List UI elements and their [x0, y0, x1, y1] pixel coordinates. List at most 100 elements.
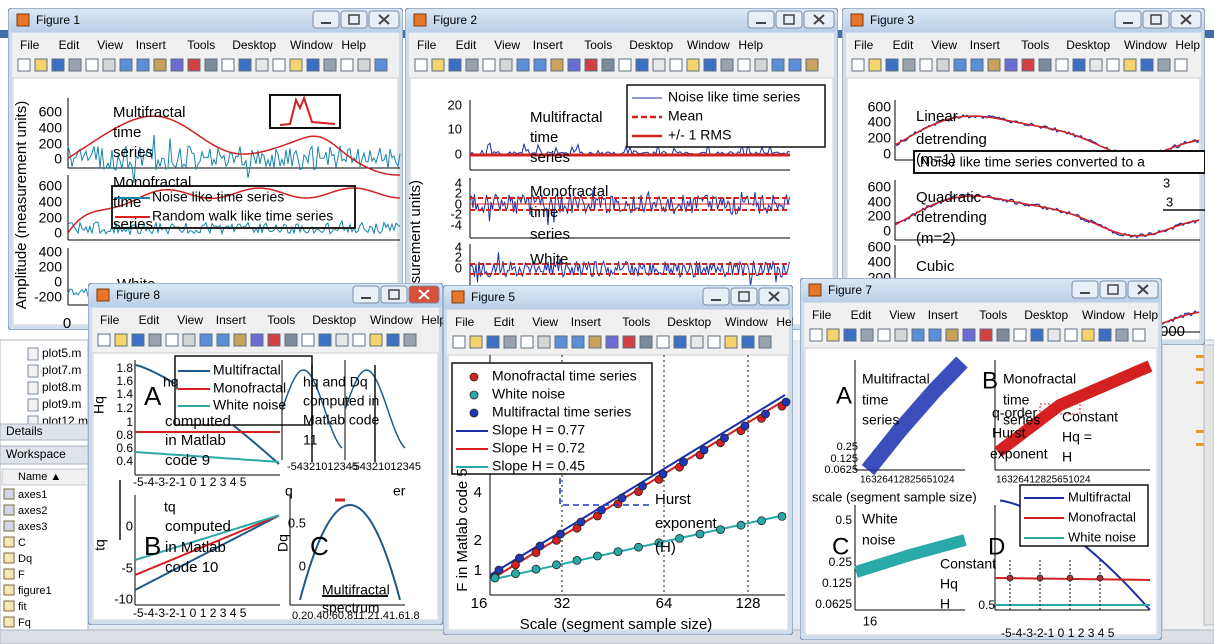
- toolbar-button[interactable]: [877, 328, 891, 342]
- toolbar-button[interactable]: [567, 58, 581, 72]
- file-name[interactable]: plot5.m: [42, 346, 81, 360]
- toolbar-button[interactable]: [1081, 328, 1095, 342]
- file-name[interactable]: plot9.m: [42, 397, 81, 411]
- variable-name[interactable]: axes3: [18, 521, 47, 533]
- menu-item[interactable]: Help: [776, 315, 801, 329]
- toolbar-button[interactable]: [1089, 58, 1103, 72]
- toolbar-button[interactable]: [306, 58, 320, 72]
- menu-item[interactable]: Tools: [1021, 38, 1049, 52]
- menu-item[interactable]: Desktop: [629, 38, 673, 52]
- variable-name[interactable]: figure1: [18, 585, 52, 597]
- variable-name[interactable]: Fq: [18, 617, 31, 629]
- menu-item[interactable]: Insert: [216, 313, 247, 327]
- toolbar-button[interactable]: [318, 333, 332, 347]
- toolbar-button[interactable]: [707, 335, 721, 349]
- toolbar-button[interactable]: [724, 335, 738, 349]
- toolbar-button[interactable]: [851, 58, 865, 72]
- toolbar-button[interactable]: [250, 333, 264, 347]
- menu-item[interactable]: Edit: [851, 308, 872, 322]
- menu-item[interactable]: Tools: [187, 38, 215, 52]
- toolbar-button[interactable]: [639, 335, 653, 349]
- menu-item[interactable]: Window: [1124, 38, 1167, 52]
- toolbar-button[interactable]: [554, 335, 568, 349]
- toolbar-button[interactable]: [868, 58, 882, 72]
- toolbar-button[interactable]: [537, 335, 551, 349]
- window-button[interactable]: [352, 285, 380, 304]
- column-header[interactable]: Name ▲: [18, 471, 61, 483]
- toolbar-button[interactable]: [928, 328, 942, 342]
- menu-item[interactable]: Tools: [267, 313, 295, 327]
- toolbar-button[interactable]: [571, 335, 585, 349]
- toolbar-button[interactable]: [1013, 328, 1027, 342]
- toolbar-button[interactable]: [204, 58, 218, 72]
- toolbar-button[interactable]: [1106, 58, 1120, 72]
- menu-item[interactable]: Edit: [456, 38, 477, 52]
- toolbar-button[interactable]: [233, 333, 247, 347]
- toolbar-button[interactable]: [635, 58, 649, 72]
- menu-item[interactable]: Edit: [494, 315, 515, 329]
- variable-name[interactable]: C: [18, 537, 26, 549]
- toolbar-button[interactable]: [720, 58, 734, 72]
- toolbar-button[interactable]: [843, 328, 857, 342]
- toolbar-button[interactable]: [170, 58, 184, 72]
- menu-item[interactable]: Edit: [893, 38, 914, 52]
- menu-item[interactable]: View: [97, 38, 123, 52]
- menu-item[interactable]: Insert: [928, 308, 959, 322]
- toolbar-button[interactable]: [1047, 328, 1061, 342]
- toolbar-button[interactable]: [996, 328, 1010, 342]
- toolbar-button[interactable]: [1140, 58, 1154, 72]
- toolbar-button[interactable]: [936, 58, 950, 72]
- window-button[interactable]: [1099, 280, 1127, 299]
- toolbar-button[interactable]: [673, 335, 687, 349]
- toolbar-button[interactable]: [199, 333, 213, 347]
- toolbar-button[interactable]: [499, 58, 513, 72]
- toolbar-button[interactable]: [403, 333, 417, 347]
- toolbar-button[interactable]: [860, 328, 874, 342]
- menu-item[interactable]: Help: [1175, 38, 1200, 52]
- window-button[interactable]: [730, 287, 758, 306]
- menu-item[interactable]: File: [417, 38, 437, 52]
- menu-item[interactable]: File: [20, 38, 40, 52]
- menu-item[interactable]: File: [854, 38, 874, 52]
- window-button[interactable]: [747, 10, 775, 29]
- toolbar-button[interactable]: [703, 58, 717, 72]
- toolbar-button[interactable]: [1072, 58, 1086, 72]
- toolbar-button[interactable]: [805, 58, 819, 72]
- menu-item[interactable]: Help: [341, 38, 366, 52]
- toolbar-button[interactable]: [1030, 328, 1044, 342]
- toolbar-button[interactable]: [987, 58, 1001, 72]
- menu-item[interactable]: View: [494, 38, 520, 52]
- window-button[interactable]: [380, 285, 408, 304]
- toolbar-button[interactable]: [503, 335, 517, 349]
- menu-item[interactable]: Insert: [136, 38, 167, 52]
- toolbar-button[interactable]: [1021, 58, 1035, 72]
- toolbar-button[interactable]: [788, 58, 802, 72]
- menu-item[interactable]: View: [532, 315, 558, 329]
- toolbar-button[interactable]: [51, 58, 65, 72]
- toolbar-button[interactable]: [369, 333, 383, 347]
- toolbar-button[interactable]: [136, 58, 150, 72]
- toolbar-button[interactable]: [622, 335, 636, 349]
- menu-item[interactable]: File: [812, 308, 832, 322]
- toolbar-button[interactable]: [826, 328, 840, 342]
- toolbar-button[interactable]: [550, 58, 564, 72]
- toolbar-button[interactable]: [114, 333, 128, 347]
- window-button[interactable]: [1114, 10, 1142, 29]
- file-name[interactable]: plot8.m: [42, 380, 81, 394]
- menu-item[interactable]: Edit: [139, 313, 160, 327]
- toolbar-button[interactable]: [482, 58, 496, 72]
- toolbar-button[interactable]: [1157, 58, 1171, 72]
- window-button[interactable]: [312, 10, 340, 29]
- toolbar-button[interactable]: [414, 58, 428, 72]
- toolbar-button[interactable]: [771, 58, 785, 72]
- toolbar-button[interactable]: [690, 335, 704, 349]
- toolbar-button[interactable]: [1055, 58, 1069, 72]
- toolbar-button[interactable]: [1132, 328, 1146, 342]
- toolbar-button[interactable]: [165, 333, 179, 347]
- variable-name[interactable]: fit: [18, 601, 27, 613]
- toolbar-button[interactable]: [953, 58, 967, 72]
- toolbar-button[interactable]: [386, 333, 400, 347]
- toolbar-button[interactable]: [216, 333, 230, 347]
- toolbar-button[interactable]: [754, 58, 768, 72]
- toolbar-button[interactable]: [741, 335, 755, 349]
